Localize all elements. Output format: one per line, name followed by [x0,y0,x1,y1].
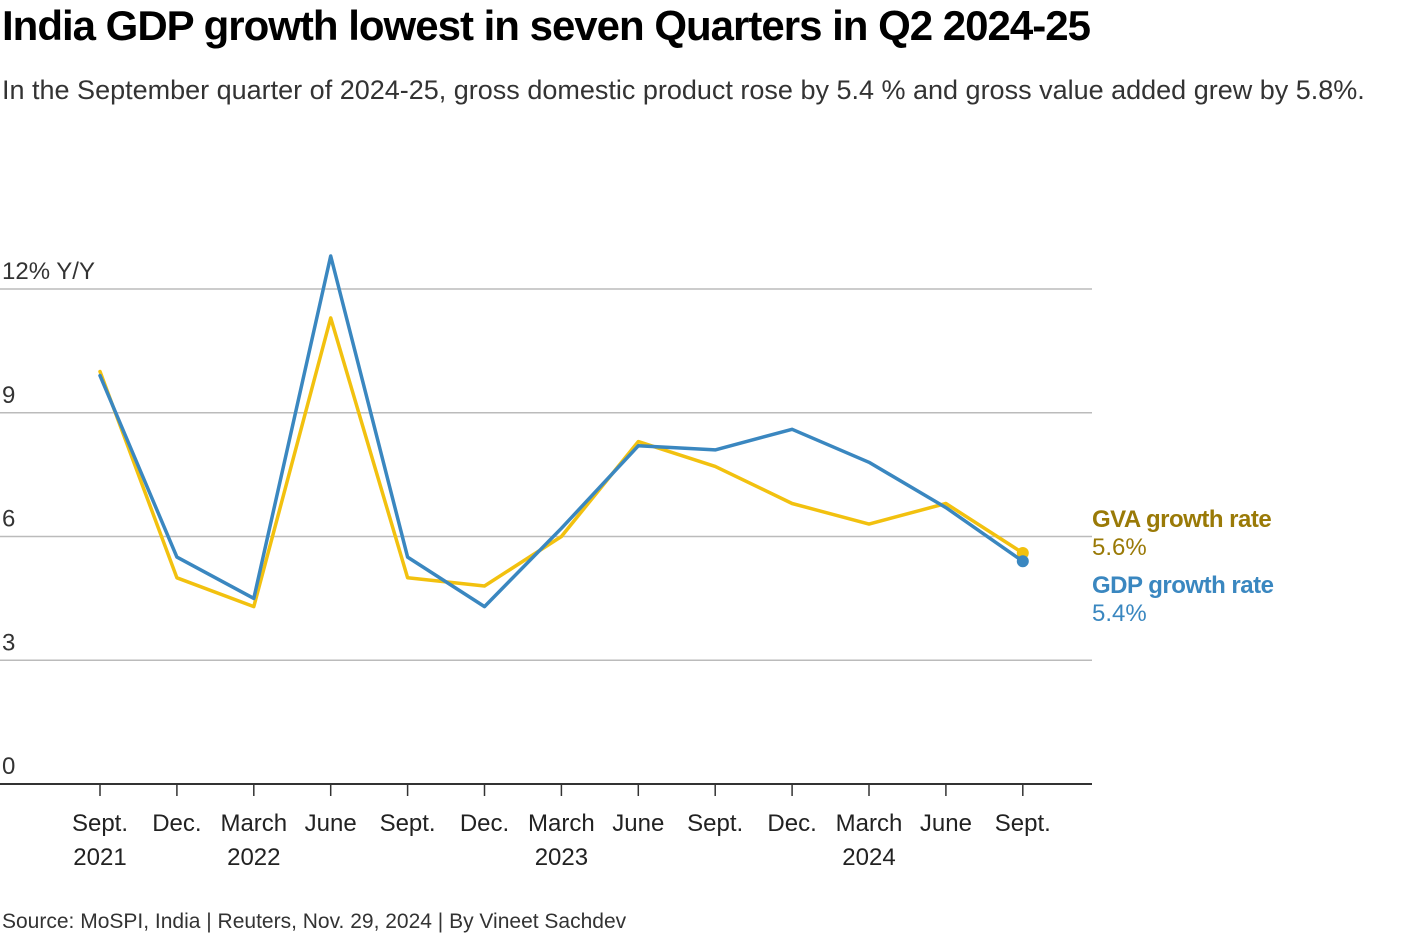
x-axis: Sept. Dec. March June Sept. Dec. March June Sept… [0,783,1092,871]
gdp-end-value: 5.4% [1092,600,1147,627]
y-tick-label: 0 [2,753,15,780]
source-note: Source: MoSPI, India | Reuters, Nov. 29,… [2,910,627,933]
series-lines [98,254,1029,609]
line-chart: 0 3 6 9 12% Y/Y Sept. Dec. March June Sept. Dec. M… [0,254,1274,871]
y-axis-ticks: 0 3 6 9 12% Y/Y [2,258,95,780]
chart-title: India GDP growth lowest in seven Quarter… [2,2,1091,49]
x-year-label: 2023 [535,844,588,871]
x-tick-label: Dec. [460,810,509,837]
x-tick-label: Dec. [767,810,816,837]
x-tick-label: Sept. [995,810,1051,837]
gva-end-value: 5.6% [1092,534,1147,561]
x-tick-label: March [220,810,287,837]
x-tick-label: Sept. [72,810,128,837]
gdp-line [98,254,1025,609]
x-year-label: 2022 [227,844,280,871]
x-tick-label: Dec. [152,810,201,837]
x-year-label: 2024 [842,844,895,871]
x-tick-label: Sept. [380,810,436,837]
gva-end-point [1016,547,1029,559]
x-tick-label: June [305,810,357,837]
x-tick-label: March [836,810,903,837]
x-tick-label: March [528,810,595,837]
x-tick-label: June [920,810,972,837]
gridlines [0,288,1092,661]
chart-subtitle: In the September quarter of 2024-25, gro… [2,75,1365,105]
y-tick-label: 12% Y/Y [2,258,95,285]
x-tick-label: Sept. [687,810,743,837]
y-tick-label: 9 [2,382,15,409]
y-tick-label: 6 [2,506,15,533]
x-year-label: 2021 [73,844,126,871]
x-tick-label: June [612,810,664,837]
gva-series-name: GVA growth rate [1092,506,1271,533]
gdp-series-name: GDP growth rate [1092,572,1274,599]
y-tick-label: 3 [2,629,15,656]
gva-line [98,316,1025,609]
gdp-end-point [1016,555,1029,568]
